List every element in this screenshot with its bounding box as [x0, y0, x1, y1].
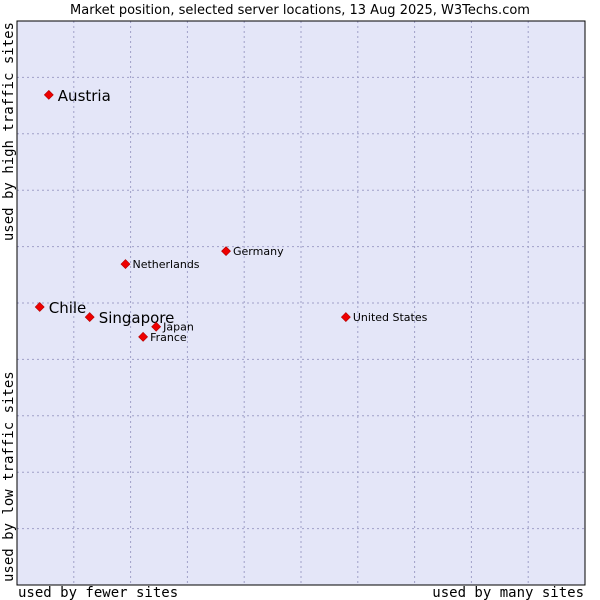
- point-label-netherlands: Netherlands: [132, 258, 199, 271]
- point-marker-japan: [151, 321, 162, 332]
- point-marker-austria: [43, 89, 54, 100]
- plot-frame: [16, 20, 586, 586]
- point-label-japan: Japan: [162, 321, 194, 334]
- point-label-chile: Chile: [49, 299, 87, 317]
- point-marker-germany: [221, 246, 231, 257]
- point-label-united-states: United States: [353, 311, 428, 324]
- grid-lines: [17, 21, 585, 585]
- point-marker-singapore: [84, 312, 95, 323]
- y-axis-label-high: used by high traffic sites: [1, 22, 17, 241]
- point-marker-netherlands: [120, 259, 131, 270]
- data-points: AustriaChileSingaporeNetherlandsGermanyJ…: [34, 87, 428, 344]
- point-label-germany: Germany: [233, 245, 284, 258]
- chart-title: Market position, selected server locatio…: [70, 3, 530, 18]
- point-label-austria: Austria: [58, 87, 111, 105]
- x-axis-label-high: used by many sites: [432, 585, 584, 600]
- point-marker-france: [138, 331, 149, 342]
- point-marker-united-states: [340, 312, 351, 323]
- point-label-france: France: [150, 331, 187, 344]
- point-marker-chile: [34, 302, 45, 312]
- x-axis-label-low: used by fewer sites: [18, 585, 178, 600]
- y-axis-label-low: used by low traffic sites: [1, 371, 17, 582]
